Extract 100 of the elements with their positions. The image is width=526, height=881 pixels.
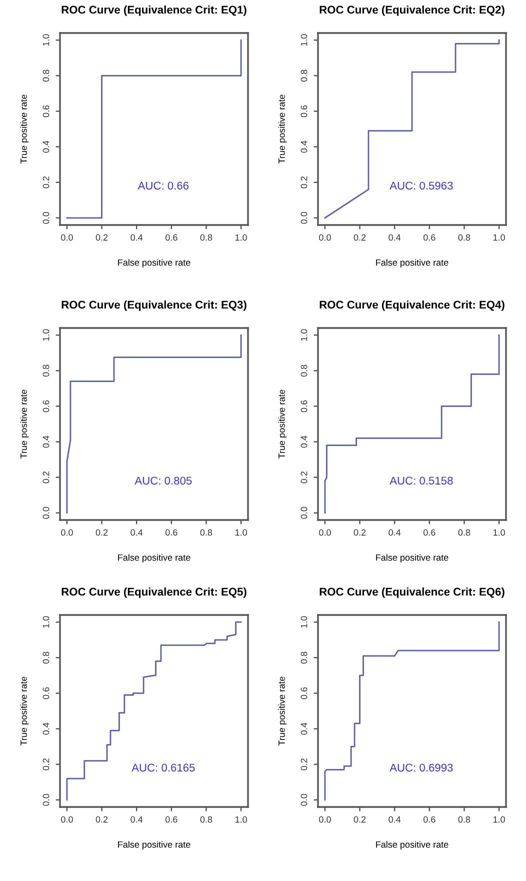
y-tick-label: 0.2: [42, 176, 50, 188]
y-tick-label: 0.0: [42, 212, 50, 224]
x-tick-label: 0.8: [200, 234, 212, 241]
y-tick-label: 0.8: [300, 364, 308, 377]
x-tick-label: 0.4: [388, 234, 401, 241]
x-tick-label: 0.0: [61, 816, 73, 823]
y-tick-label: 0.0: [42, 794, 50, 806]
x-tick-label: 0.8: [200, 529, 212, 536]
x-tick-label: 0.4: [388, 529, 401, 536]
y-axis-title: True positive rate: [278, 94, 287, 164]
y-tick-label: 0.6: [42, 687, 50, 700]
y-axis-title: True positive rate: [20, 390, 29, 458]
y-tick-label: 0.8: [42, 364, 50, 377]
x-tick-label: 1.0: [235, 234, 247, 241]
x-axis-title: False positive rate: [118, 259, 190, 268]
y-tick-label: 0.6: [300, 105, 308, 118]
x-tick-label: 0.4: [388, 816, 401, 823]
y-tick-label: 0.4: [42, 140, 50, 153]
x-tick-label: 0.0: [319, 816, 331, 823]
y-tick-label: 0.8: [42, 652, 50, 664]
x-tick-label: 0.8: [200, 816, 212, 823]
x-tick-label: 0.4: [130, 816, 143, 823]
annotation: AUC: 0.5158: [390, 476, 453, 485]
annotation: AUC: 0.66: [138, 182, 189, 190]
x-tick-label: 0.6: [165, 234, 178, 241]
x-axis-title: False positive rate: [118, 841, 190, 850]
annotation: AUC: 0.805: [134, 476, 192, 485]
y-tick-label: 0.0: [42, 506, 50, 519]
line-series: [324, 39, 500, 219]
chart-title: ROC Curve (Equivalence Crit: EQ2): [320, 6, 504, 16]
x-axis-title: False positive rate: [118, 554, 190, 563]
annotation: AUC: 0.6993: [390, 764, 453, 772]
y-tick-label: 0.0: [300, 506, 308, 519]
y-tick-label: 0.2: [300, 176, 308, 188]
y-tick-label: 0.4: [42, 436, 50, 448]
y-tick-label: 1.0: [42, 616, 50, 628]
x-tick-label: 0.2: [354, 529, 366, 536]
y-tick-label: 0.4: [300, 140, 308, 153]
y-tick-label: 0.6: [300, 687, 308, 700]
y-tick-label: 0.6: [300, 400, 308, 412]
x-axis-title: False positive rate: [376, 554, 448, 563]
y-tick-label: 0.0: [300, 794, 308, 806]
y-axis-title: True positive rate: [278, 676, 287, 746]
line-series: [324, 621, 500, 801]
line-series: [66, 621, 242, 801]
x-tick-label: 0.8: [458, 529, 470, 536]
x-tick-label: 0.2: [96, 816, 108, 823]
y-tick-label: 0.2: [300, 758, 308, 770]
x-tick-label: 0.6: [423, 234, 436, 241]
y-tick-label: 0.4: [300, 436, 308, 448]
x-tick-label: 0.0: [61, 529, 73, 536]
x-tick-label: 0.0: [319, 529, 331, 536]
y-axis-title: True positive rate: [20, 676, 29, 746]
x-tick-label: 0.2: [96, 234, 108, 241]
y-axis-title: True positive rate: [278, 390, 287, 458]
chart-title: ROC Curve (Equivalence Crit: EQ5): [62, 588, 246, 598]
y-tick-label: 0.8: [300, 70, 308, 82]
chart-title: ROC Curve (Equivalence Crit: EQ1): [62, 6, 246, 16]
y-tick-label: 0.2: [42, 472, 50, 484]
y-tick-label: 1.0: [42, 329, 50, 341]
y-tick-label: 0.8: [300, 652, 308, 664]
y-tick-label: 1.0: [300, 329, 308, 341]
x-tick-label: 0.2: [96, 529, 108, 536]
x-tick-label: 1.0: [493, 816, 505, 823]
x-tick-label: 0.4: [130, 234, 143, 241]
x-axis-title: False positive rate: [376, 259, 448, 268]
y-tick-label: 0.6: [42, 105, 50, 118]
y-tick-label: 0.2: [42, 758, 50, 770]
x-tick-label: 0.8: [458, 234, 470, 241]
x-tick-label: 0.6: [423, 529, 436, 536]
x-tick-label: 0.6: [165, 529, 178, 536]
annotation: AUC: 0.5963: [390, 182, 453, 190]
line-series: [324, 334, 500, 514]
x-tick-label: 0.8: [458, 816, 470, 823]
y-tick-label: 1.0: [42, 34, 50, 46]
y-tick-label: 1.0: [300, 616, 308, 628]
x-tick-label: 0.0: [319, 234, 331, 241]
x-tick-label: 1.0: [493, 234, 505, 241]
y-tick-label: 1.0: [300, 34, 308, 46]
chart-title: ROC Curve (Equivalence Crit: EQ6): [320, 588, 504, 598]
x-tick-label: 0.2: [354, 816, 366, 823]
y-tick-label: 0.4: [42, 722, 50, 735]
line-series: [66, 334, 242, 514]
x-tick-label: 0.6: [423, 816, 436, 823]
x-axis-title: False positive rate: [376, 841, 448, 850]
annotation: AUC: 0.6165: [132, 764, 195, 772]
x-tick-label: 0.6: [165, 816, 178, 823]
y-tick-label: 0.0: [300, 212, 308, 224]
x-tick-label: 1.0: [235, 529, 247, 536]
x-tick-label: 0.2: [354, 234, 366, 241]
x-tick-label: 0.0: [61, 234, 73, 241]
x-tick-label: 0.4: [130, 529, 143, 536]
y-tick-label: 0.6: [42, 400, 50, 412]
y-tick-label: 0.4: [300, 722, 308, 735]
x-tick-label: 1.0: [235, 816, 247, 823]
chart-title: ROC Curve (Equivalence Crit: EQ4): [320, 300, 504, 311]
y-tick-label: 0.2: [300, 472, 308, 484]
y-tick-label: 0.8: [42, 70, 50, 82]
y-axis-title: True positive rate: [20, 94, 29, 164]
x-tick-label: 1.0: [493, 529, 505, 536]
